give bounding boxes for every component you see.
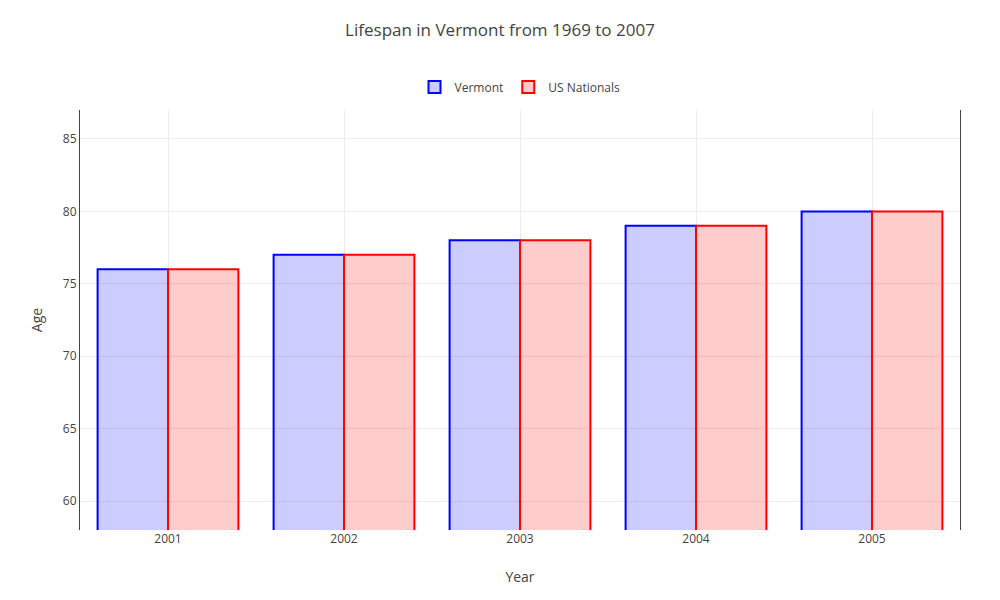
- svg-text:75: 75: [63, 275, 77, 292]
- svg-text:2002: 2002: [330, 530, 358, 547]
- svg-text:70: 70: [63, 347, 77, 364]
- svg-text:Lifespan in Vermont from 1969: Lifespan in Vermont from 1969 to 2007: [345, 18, 655, 41]
- svg-text:Year: Year: [505, 567, 534, 586]
- svg-text:60: 60: [63, 492, 77, 509]
- svg-text:2004: 2004: [682, 530, 710, 547]
- svg-text:80: 80: [63, 203, 77, 220]
- svg-text:2003: 2003: [506, 530, 534, 547]
- svg-text:2005: 2005: [858, 530, 886, 547]
- svg-text:US Nationals: US Nationals: [548, 79, 620, 96]
- svg-text:Vermont: Vermont: [455, 79, 504, 96]
- svg-text:85: 85: [63, 130, 77, 147]
- svg-text:65: 65: [63, 420, 77, 437]
- svg-text:2001: 2001: [154, 530, 181, 547]
- svg-text:Age: Age: [27, 308, 46, 332]
